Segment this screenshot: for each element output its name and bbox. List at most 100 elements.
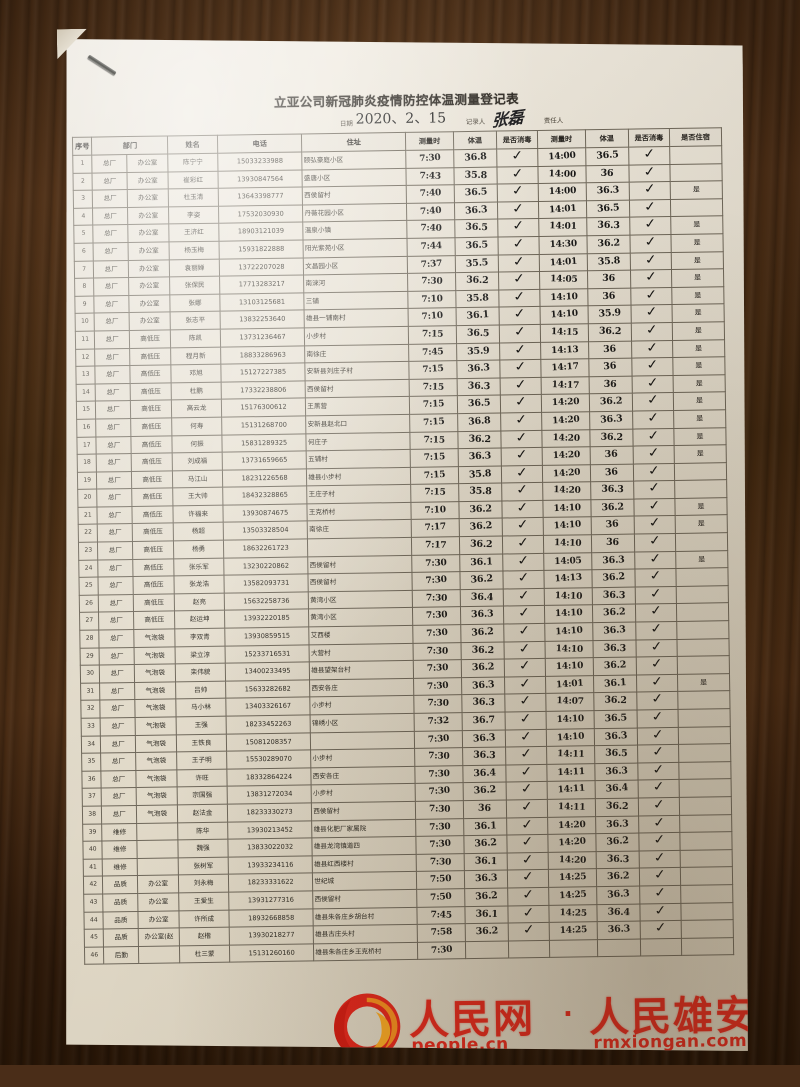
cell-time-1: 7:30 (413, 642, 461, 660)
cell-temp-1: 35.8 (458, 483, 502, 501)
cell-department: 总厂 (99, 594, 134, 612)
cell-disinfect-2: ✓ (632, 375, 673, 393)
cell-address: 小步村 (311, 749, 415, 768)
cell-department: 总厂 (92, 172, 127, 190)
cell-temp-1: 36.3 (460, 606, 504, 624)
cell-phone: 15931822888 (219, 240, 304, 259)
recorder-signature: 张磊 (491, 107, 524, 131)
cell-disinfect-2: ✓ (638, 762, 679, 780)
cell-address: 小步村 (305, 326, 409, 345)
cell-temp-2: 36.2 (595, 833, 639, 851)
cell-sub-department: 高低压 (132, 523, 173, 541)
cell-phone: 13932220185 (224, 609, 309, 628)
cell-time-1: 7:10 (411, 502, 459, 520)
cell-name: 杨勇 (174, 540, 224, 558)
cell-address: 文昌园小区 (304, 256, 408, 275)
cell-time-1: 7:30 (413, 607, 461, 625)
cell-time-2: 14:13 (541, 341, 589, 359)
cell-phone: 15831289325 (222, 433, 307, 452)
cell-stay: 是 (672, 304, 724, 322)
cell-name: 张娜 (170, 294, 220, 312)
cell-address: 王黑营 (306, 397, 410, 416)
cell-department: 总厂 (97, 506, 132, 524)
cell-name: 王大帅 (173, 487, 223, 505)
cell-time-2: 14:10 (543, 500, 591, 518)
cell-department: 后勤 (104, 946, 139, 964)
cell-time-2: 14:25 (549, 887, 597, 905)
cell-sub-department: 办公室 (129, 277, 170, 295)
cell-index: 5 (74, 225, 94, 243)
cell-name: 马小林 (176, 699, 226, 717)
cell-sub-department: 高低压 (131, 453, 172, 471)
cell-index: 37 (82, 788, 102, 806)
cell-time-1: 7:30 (414, 677, 462, 695)
cell-temp-1: 36.7 (462, 712, 506, 730)
cell-index: 9 (75, 296, 95, 314)
cell-index: 10 (75, 313, 95, 331)
cell-disinfect-1: ✓ (501, 412, 542, 430)
cell-address: 西侯留村 (313, 889, 417, 908)
cell-time-1: 7:30 (406, 150, 454, 168)
cell-disinfect-2: ✓ (639, 850, 680, 868)
cell-address: 王克桥村 (307, 502, 411, 521)
cell-name: 李双青 (175, 628, 225, 646)
cell-time-1: 7:30 (412, 590, 460, 608)
cell-temp-1: 35.5 (455, 255, 499, 273)
cell-disinfect-2: ✓ (632, 358, 673, 376)
cell-index: 27 (80, 612, 100, 630)
cell-temp-2: 36 (589, 376, 633, 394)
cell-stay (678, 726, 730, 744)
cell-index: 36 (82, 771, 102, 789)
cell-temp-2: 36.3 (597, 921, 641, 939)
cell-address: 世纪城 (313, 872, 417, 891)
cell-temp-1: 36.2 (460, 624, 504, 642)
cell-time-2: 14:10 (540, 306, 588, 324)
cell-department: 总厂 (97, 489, 132, 507)
cell-time-1: 7:30 (415, 801, 463, 819)
cell-department: 总厂 (93, 225, 128, 243)
cell-temp-1: 36.2 (458, 431, 502, 449)
cell-stay (678, 691, 730, 709)
cell-time-1: 7:30 (408, 273, 456, 291)
cell-sub-department: 办公室 (128, 224, 169, 242)
cell-address: 雄县朱各庄乡胡台村 (313, 907, 417, 926)
cell-sub-department: 高低压 (132, 506, 173, 524)
cell-temp-1: 36.1 (456, 307, 500, 325)
cell-department: 总厂 (101, 753, 136, 771)
cell-time-2: 14:00 (538, 165, 586, 183)
cell-name: 王爱生 (179, 892, 229, 910)
cell-stay (677, 621, 729, 639)
cell-address: 五铺村 (306, 449, 410, 468)
cell-department: 总厂 (95, 366, 130, 384)
cell-index: 7 (74, 261, 94, 279)
cell-time-2: 14:20 (548, 816, 596, 834)
cell-temp-2 (597, 939, 641, 957)
cell-name: 陈凯 (171, 329, 221, 347)
cell-address: 黄湾小区 (309, 608, 413, 627)
cell-stay: 是 (673, 339, 725, 357)
cell-temp-2: 36.3 (586, 217, 630, 235)
cell-department: 维修 (102, 841, 137, 859)
cell-temp-1: 36 (463, 800, 507, 818)
cell-name: 张志平 (170, 312, 220, 330)
cell-address: 大营村 (309, 643, 413, 662)
cell-index: 12 (76, 349, 96, 367)
cell-phone: 13933234116 (228, 856, 313, 875)
cell-stay (679, 744, 731, 762)
cell-time-2: 14:01 (539, 218, 587, 236)
cell-index: 39 (83, 824, 103, 842)
cell-temp-1: 36.5 (457, 395, 501, 413)
cell-stay: 是 (671, 269, 723, 287)
cell-disinfect-1: ✓ (500, 395, 541, 413)
cell-sub-department: 气泡袋 (134, 664, 175, 682)
cell-stay: 是 (677, 673, 729, 691)
cell-disinfect-1: ✓ (506, 764, 547, 782)
cell-disinfect-1: ✓ (505, 711, 546, 729)
cell-time-2: 14:05 (540, 271, 588, 289)
cell-temp-2: 36.2 (593, 657, 637, 675)
cell-temp-1: 36.3 (461, 694, 505, 712)
cell-disinfect-2: ✓ (629, 182, 670, 200)
cell-name: 陈华 (178, 822, 228, 840)
cell-phone: 18903121039 (219, 222, 304, 241)
cell-phone: 13103125681 (220, 293, 305, 312)
